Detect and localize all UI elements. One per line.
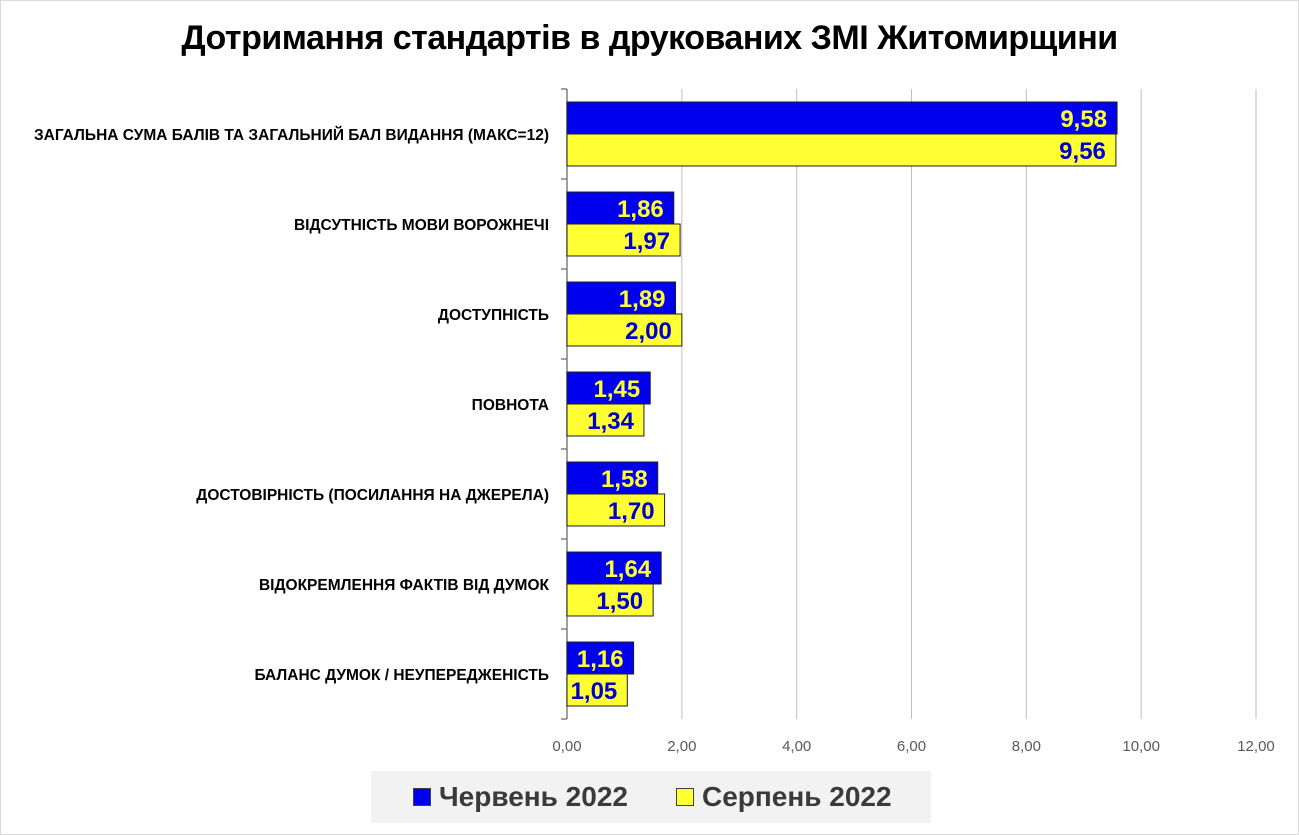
bar (566, 371, 651, 405)
data-label: 1,86 (617, 196, 664, 223)
data-label: 1,05 (571, 678, 618, 705)
bar (566, 191, 675, 225)
bar (566, 101, 1118, 135)
data-label: 1,89 (619, 286, 666, 313)
data-label: 1,97 (623, 228, 670, 255)
x-tick-label: 4,00 (782, 738, 811, 755)
category-label: БАЛАНС ДУМОК / НЕУПЕРЕДЖЕНІСТЬ (254, 667, 549, 684)
bar (566, 673, 628, 707)
data-label: 1,58 (601, 466, 648, 493)
data-label: 9,58 (1060, 106, 1107, 133)
bar (566, 133, 1117, 167)
bar (566, 551, 662, 585)
legend-swatch-series-1 (413, 788, 431, 806)
category-label: ВІДОКРЕМЛЕННЯ ФАКТІВ ВІД ДУМОК (259, 577, 550, 594)
bar (566, 403, 645, 437)
data-label: 1,45 (594, 376, 641, 403)
x-tick-label: 12,00 (1237, 738, 1275, 755)
x-tick-label: 0,00 (552, 738, 581, 755)
data-label: 9,56 (1059, 138, 1106, 165)
category-label: ЗАГАЛЬНА СУМА БАЛІВ ТА ЗАГАЛЬНИЙ БАЛ ВИД… (34, 126, 549, 144)
category-label: ДОСТУПНІСТЬ (438, 307, 549, 324)
category-label: ВІДСУТНІСТЬ МОВИ ВОРОЖНЕЧІ (294, 217, 549, 234)
bar (566, 493, 666, 527)
x-tick-label: 2,00 (667, 738, 696, 755)
data-label: 1,70 (608, 498, 655, 525)
x-tick-label: 10,00 (1122, 738, 1160, 755)
data-label: 1,16 (577, 646, 624, 673)
bar (566, 223, 681, 257)
bar (566, 583, 654, 617)
data-label: 1,64 (604, 556, 651, 583)
data-label: 2,00 (625, 318, 672, 345)
bar (566, 461, 659, 495)
data-label: 1,50 (596, 588, 643, 615)
legend-label-series-1: Червень 2022 (439, 781, 628, 812)
bar (566, 641, 635, 675)
chart-legend: Червень 2022 Серпень 2022 (371, 771, 931, 823)
x-tick-label: 8,00 (1012, 738, 1041, 755)
category-label: ДОСТОВІРНІСТЬ (ПОСИЛАННЯ НА ДЖЕРЕЛА) (196, 487, 549, 504)
x-tick-label: 6,00 (897, 738, 926, 755)
legend-swatch-series-2 (676, 788, 694, 806)
legend-item-series-1: Червень 2022 (413, 781, 628, 813)
bar (566, 313, 683, 347)
chart-plot: 0,00 2,00 4,00 6,00 8,00 10,00 12,00 ЗАГАЛЬНА С… (34, 88, 1275, 755)
legend-label-series-2: Серпень 2022 (702, 781, 892, 812)
chart-title: Дотримання стандартів в друкованих ЗМІ Ж… (181, 19, 1118, 57)
bar (566, 281, 677, 315)
category-label: ПОВНОТА (472, 397, 549, 414)
data-label: 1,34 (587, 408, 634, 435)
legend-item-series-2: Серпень 2022 (676, 781, 892, 813)
